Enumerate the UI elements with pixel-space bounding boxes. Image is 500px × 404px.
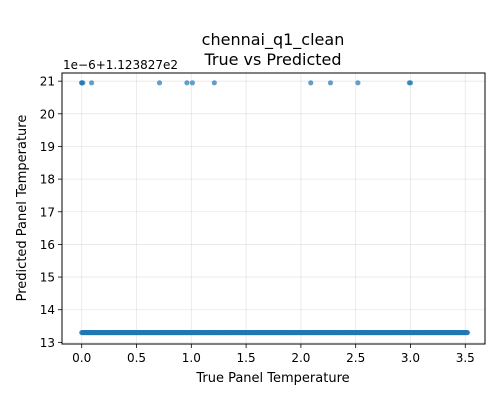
y-tick-label: 13: [40, 336, 55, 350]
x-tick-label: 3.0: [401, 351, 420, 365]
y-tick-label: 15: [40, 271, 55, 285]
x-tick-label: 2.0: [291, 351, 310, 365]
scatter-point: [355, 80, 360, 85]
scatter-point: [190, 80, 195, 85]
scatter-point: [465, 330, 470, 335]
x-tick-label: 1.0: [182, 351, 201, 365]
x-tick-label: 3.5: [456, 351, 475, 365]
y-tick-label: 17: [40, 205, 55, 219]
scatter-point: [328, 80, 333, 85]
x-tick-label: 0.0: [72, 351, 91, 365]
scatter-point: [157, 80, 162, 85]
x-tick-label: 2.5: [346, 351, 365, 365]
y-tick-label: 14: [40, 303, 55, 317]
scatter-point: [408, 80, 413, 85]
y-tick-label: 19: [40, 140, 55, 154]
chart-title-line2: True vs Predicted: [203, 50, 341, 69]
chart-title-line1: chennai_q1_clean: [202, 30, 345, 50]
y-axis-label: Predicted Panel Temperature: [15, 115, 30, 302]
x-tick-label: 1.5: [237, 351, 256, 365]
scatter-point: [80, 80, 85, 85]
y-tick-label: 16: [40, 238, 55, 252]
y-tick-label: 18: [40, 173, 55, 187]
scatter-point: [89, 80, 94, 85]
x-tick-label: 0.5: [127, 351, 146, 365]
scatter-point: [308, 80, 313, 85]
scatter-point: [184, 80, 189, 85]
y-tick-label: 21: [40, 75, 55, 89]
y-tick-label: 20: [40, 107, 55, 121]
x-axis-label: True Panel Temperature: [195, 371, 349, 386]
y-axis-offset-label: 1e−6+1.123827e2: [63, 58, 178, 72]
scatter-point: [212, 80, 217, 85]
